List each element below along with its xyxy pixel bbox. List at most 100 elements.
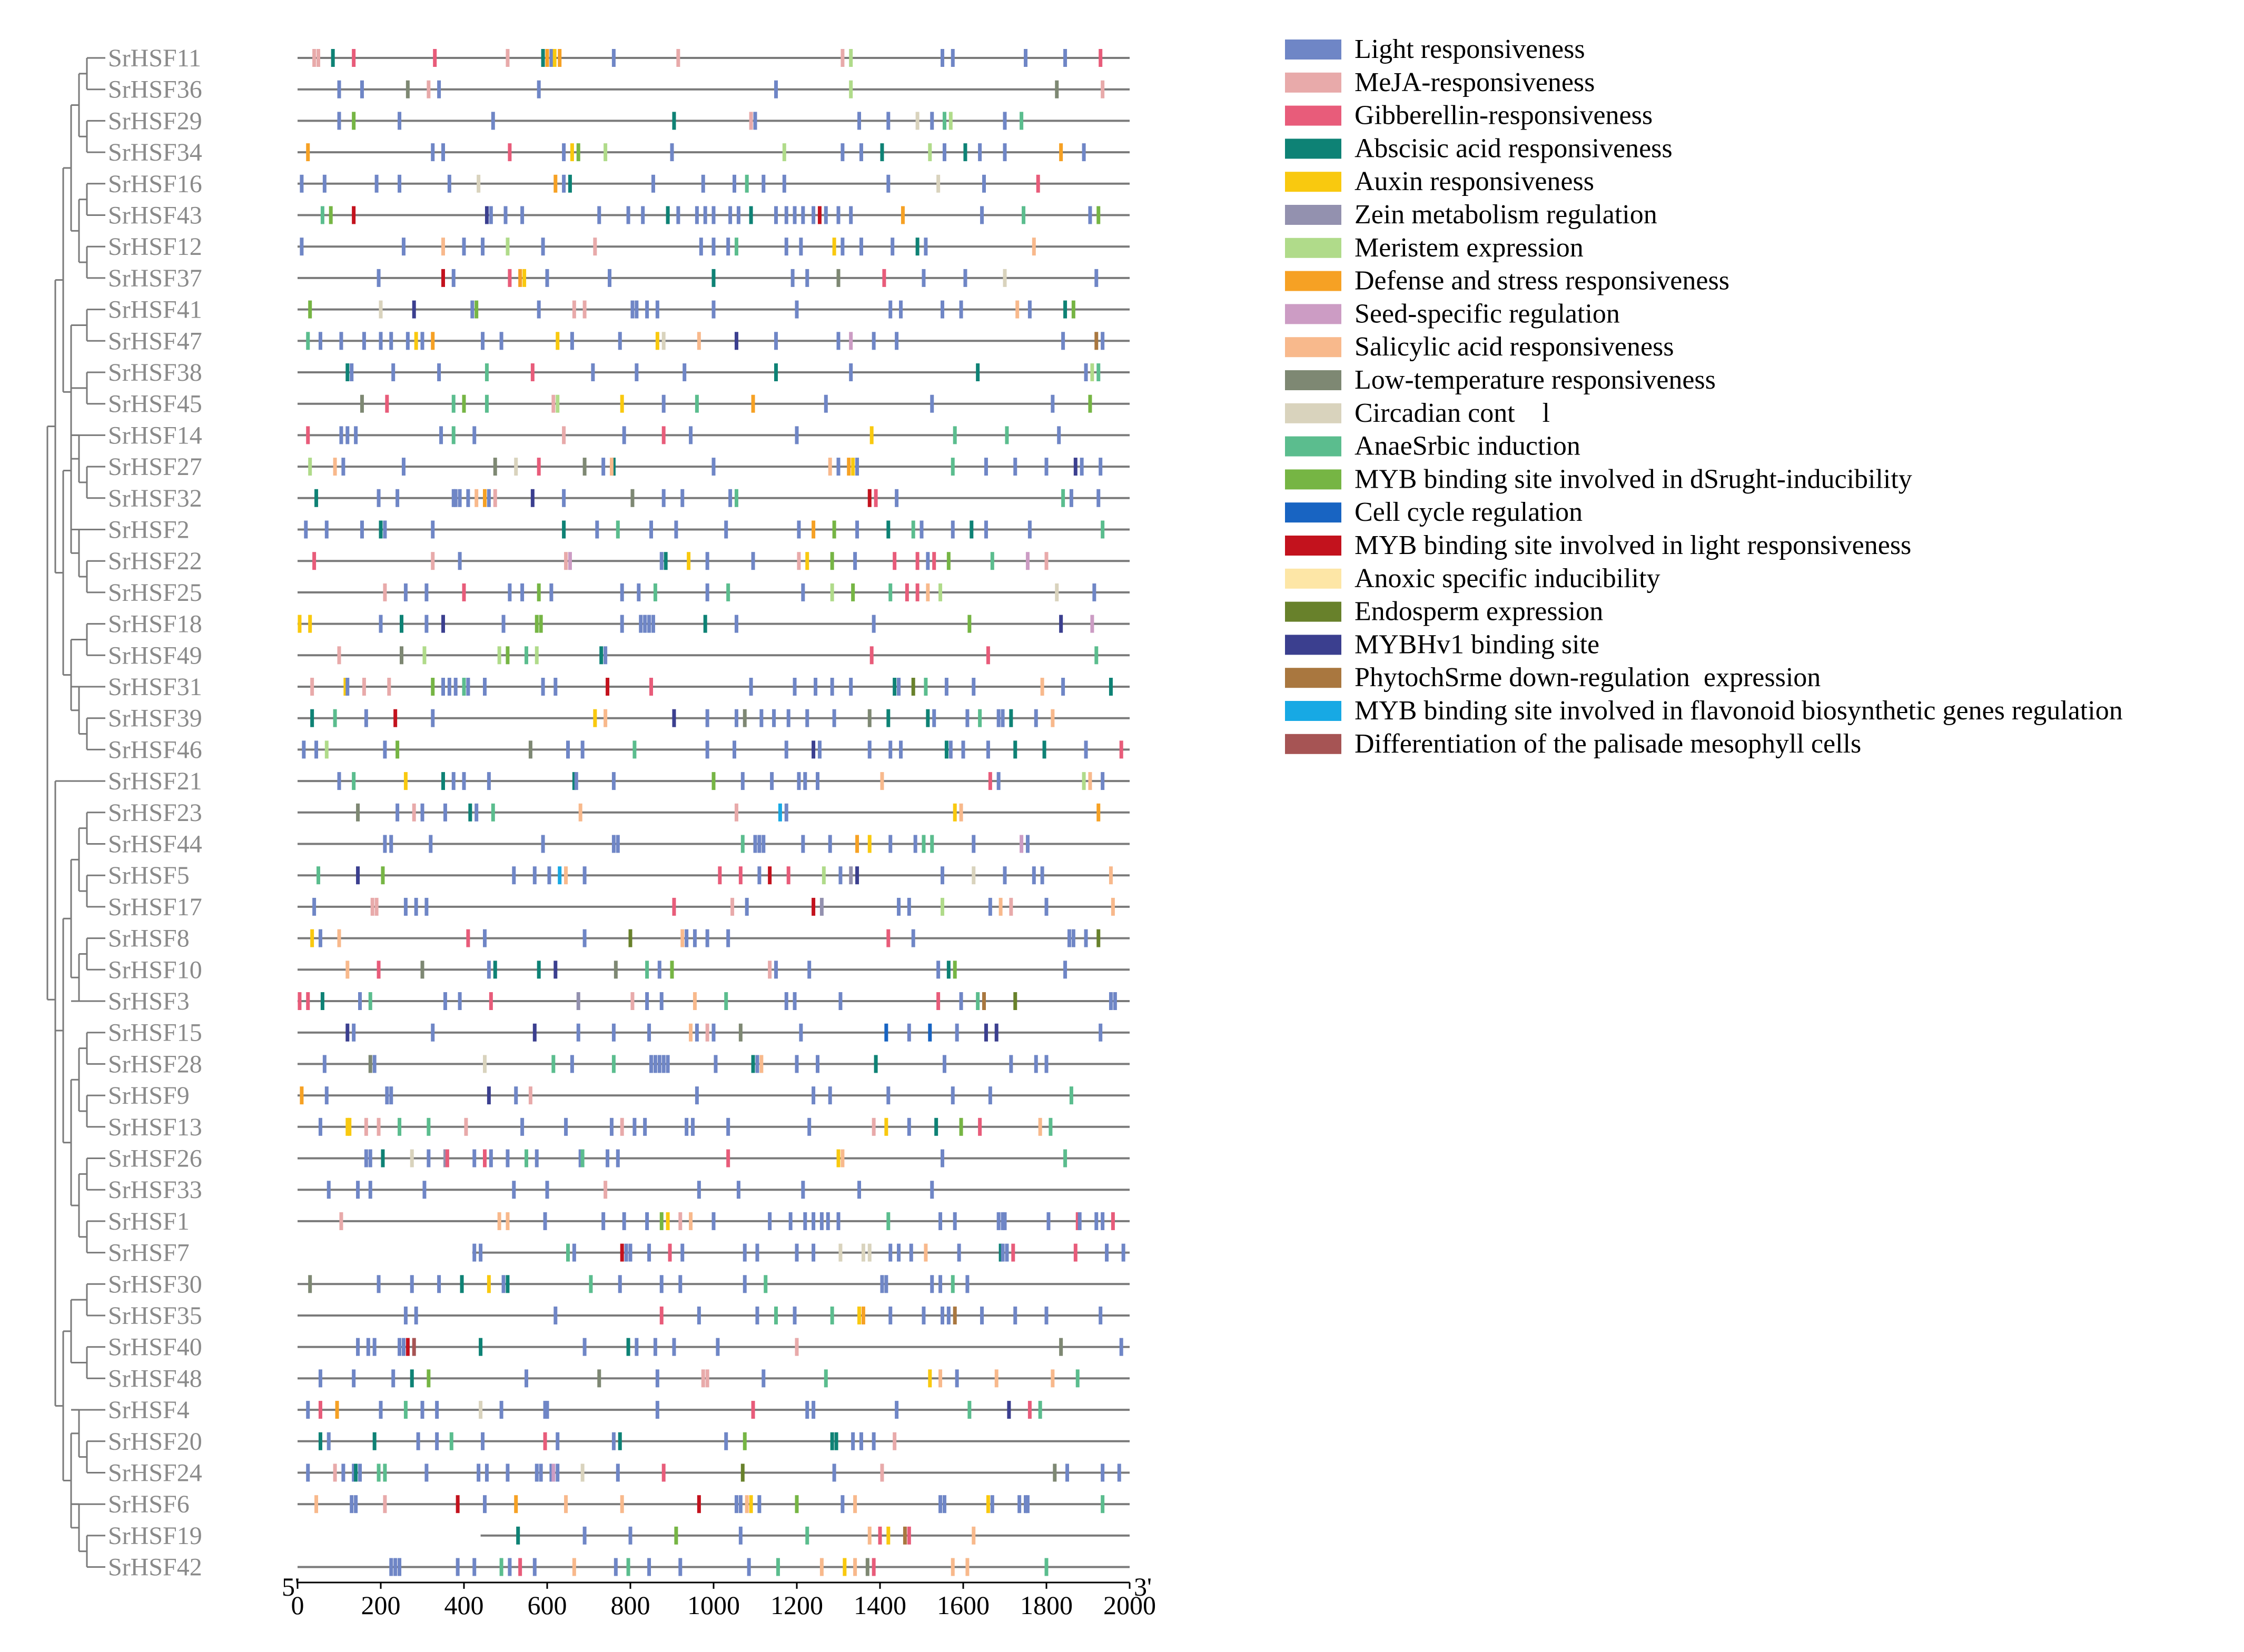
element-mark bbox=[772, 709, 776, 727]
gene-label: SrHSF35 bbox=[108, 1302, 202, 1330]
element-mark bbox=[907, 897, 911, 916]
element-mark bbox=[420, 332, 424, 350]
element-mark bbox=[427, 1149, 431, 1168]
element-mark bbox=[441, 269, 445, 287]
element-mark bbox=[738, 866, 743, 885]
element-mark bbox=[576, 1023, 580, 1042]
element-mark bbox=[549, 1463, 553, 1482]
element-mark bbox=[379, 615, 383, 633]
gene-label: SrHSF27 bbox=[108, 453, 202, 481]
element-mark bbox=[1042, 740, 1046, 759]
gene-label: SrHSF7 bbox=[108, 1239, 190, 1267]
element-mark bbox=[784, 740, 788, 759]
element-mark bbox=[474, 803, 479, 822]
x-tick-label: 400 bbox=[444, 1590, 484, 1620]
element-mark bbox=[556, 394, 560, 413]
legend-label: Endosperm expression bbox=[1355, 597, 1603, 627]
element-mark bbox=[356, 1181, 360, 1199]
legend-label: Differentiation of the palisade mesophyl… bbox=[1355, 729, 1861, 759]
element-mark bbox=[659, 1212, 664, 1230]
element-mark bbox=[907, 1526, 911, 1545]
element-mark bbox=[647, 615, 651, 633]
element-mark bbox=[986, 1495, 990, 1513]
element-mark bbox=[547, 866, 551, 885]
element-mark bbox=[888, 740, 893, 759]
element-mark bbox=[942, 1495, 946, 1513]
element-mark bbox=[657, 961, 661, 979]
element-mark bbox=[345, 1023, 350, 1042]
element-mark bbox=[867, 835, 872, 853]
element-mark bbox=[514, 458, 518, 476]
element-mark bbox=[734, 1495, 738, 1513]
element-mark bbox=[797, 552, 801, 570]
element-mark bbox=[697, 332, 701, 350]
element-mark bbox=[345, 363, 350, 381]
element-mark bbox=[793, 1307, 797, 1324]
element-mark bbox=[352, 1023, 356, 1042]
element-mark bbox=[965, 1558, 970, 1576]
element-mark bbox=[1063, 961, 1067, 979]
element-mark bbox=[972, 1526, 976, 1545]
element-mark bbox=[915, 552, 920, 570]
element-mark bbox=[948, 740, 953, 759]
element-mark bbox=[487, 772, 491, 790]
element-mark bbox=[606, 1149, 610, 1168]
element-mark bbox=[368, 1149, 372, 1168]
element-mark bbox=[930, 394, 934, 413]
element-mark bbox=[841, 143, 845, 162]
element-mark bbox=[578, 803, 582, 822]
element-mark bbox=[616, 835, 620, 853]
element-mark bbox=[379, 520, 383, 539]
element-mark bbox=[1119, 740, 1123, 759]
element-mark bbox=[832, 238, 836, 256]
element-mark bbox=[678, 1275, 683, 1293]
element-mark bbox=[472, 1558, 477, 1576]
element-mark bbox=[462, 772, 466, 790]
element-mark bbox=[724, 520, 728, 539]
element-mark bbox=[539, 1463, 543, 1482]
element-mark bbox=[327, 1432, 331, 1450]
element-mark bbox=[611, 1432, 616, 1450]
element-mark bbox=[420, 1401, 424, 1419]
element-mark bbox=[730, 897, 735, 916]
element-mark bbox=[697, 1181, 701, 1199]
element-mark bbox=[867, 709, 872, 727]
element-mark bbox=[934, 1117, 938, 1136]
element-mark bbox=[832, 520, 836, 539]
element-mark bbox=[647, 1243, 651, 1262]
element-mark bbox=[553, 678, 558, 696]
element-mark bbox=[812, 897, 816, 916]
element-mark bbox=[337, 80, 341, 98]
legend-swatch bbox=[1285, 337, 1341, 358]
element-mark bbox=[822, 866, 826, 885]
legend-label: Light responsiveness bbox=[1355, 34, 1585, 64]
element-mark bbox=[853, 1558, 857, 1576]
element-mark bbox=[1055, 583, 1059, 601]
element-mark bbox=[398, 174, 402, 193]
element-mark bbox=[449, 1432, 453, 1450]
element-mark bbox=[599, 646, 604, 665]
element-mark bbox=[738, 1495, 743, 1513]
element-mark bbox=[711, 206, 716, 224]
element-mark bbox=[659, 992, 664, 1010]
element-mark bbox=[537, 583, 541, 601]
legend-swatch bbox=[1285, 635, 1341, 655]
element-mark bbox=[611, 835, 616, 853]
element-mark bbox=[400, 646, 403, 665]
element-mark bbox=[689, 1023, 693, 1042]
element-mark bbox=[364, 1149, 368, 1168]
element-mark bbox=[687, 552, 691, 570]
element-mark bbox=[830, 678, 834, 696]
element-mark bbox=[786, 866, 790, 885]
gene-label: SrHSF8 bbox=[108, 925, 190, 953]
element-mark bbox=[736, 206, 740, 224]
element-mark bbox=[915, 583, 920, 601]
element-mark bbox=[616, 1149, 620, 1168]
element-mark bbox=[458, 552, 462, 570]
element-mark bbox=[1109, 992, 1113, 1010]
element-mark bbox=[930, 112, 934, 130]
element-mark bbox=[420, 803, 424, 822]
element-mark bbox=[936, 174, 941, 193]
legend-swatch bbox=[1285, 139, 1341, 159]
gene-label: SrHSF36 bbox=[108, 76, 202, 104]
